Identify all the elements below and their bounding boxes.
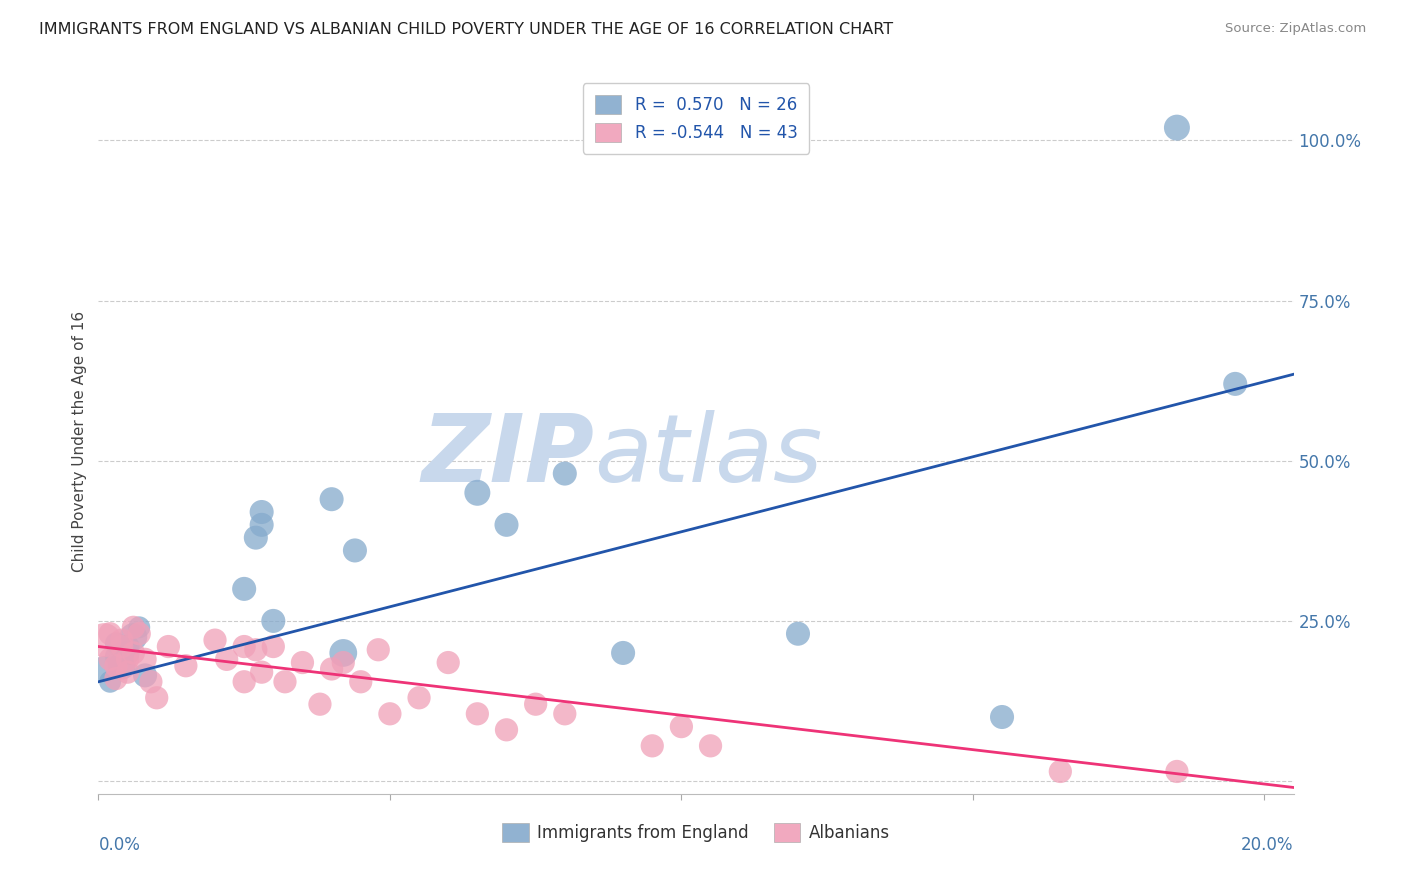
- Point: [378, 706, 401, 721]
- Point: [321, 492, 343, 507]
- Point: [98, 626, 121, 640]
- Point: [250, 505, 273, 519]
- Point: [641, 739, 664, 753]
- Point: [174, 658, 197, 673]
- Point: [111, 640, 134, 654]
- Point: [145, 690, 167, 705]
- Text: atlas: atlas: [595, 410, 823, 501]
- Point: [157, 640, 180, 654]
- Point: [139, 674, 162, 689]
- Point: [134, 652, 156, 666]
- Point: [524, 697, 547, 711]
- Point: [122, 646, 145, 660]
- Point: [93, 633, 115, 648]
- Point: [111, 633, 134, 648]
- Point: [495, 723, 517, 737]
- Point: [309, 697, 332, 711]
- Point: [117, 640, 139, 654]
- Point: [332, 656, 354, 670]
- Point: [233, 640, 256, 654]
- Point: [122, 630, 145, 644]
- Text: 20.0%: 20.0%: [1241, 836, 1294, 855]
- Text: ZIP: ZIP: [422, 409, 595, 501]
- Point: [104, 649, 127, 664]
- Point: [367, 642, 389, 657]
- Point: [1225, 376, 1247, 391]
- Point: [104, 636, 127, 650]
- Point: [467, 706, 489, 721]
- Point: [104, 672, 127, 686]
- Point: [245, 642, 267, 657]
- Point: [98, 652, 121, 666]
- Point: [350, 674, 373, 689]
- Point: [128, 626, 150, 640]
- Point: [991, 710, 1014, 724]
- Point: [245, 531, 267, 545]
- Point: [104, 658, 127, 673]
- Point: [117, 652, 139, 666]
- Point: [437, 656, 460, 670]
- Point: [612, 646, 634, 660]
- Point: [122, 620, 145, 634]
- Text: IMMIGRANTS FROM ENGLAND VS ALBANIAN CHILD POVERTY UNDER THE AGE OF 16 CORRELATIO: IMMIGRANTS FROM ENGLAND VS ALBANIAN CHIL…: [39, 22, 893, 37]
- Text: Source: ZipAtlas.com: Source: ZipAtlas.com: [1226, 22, 1367, 36]
- Point: [233, 582, 256, 596]
- Point: [1166, 120, 1188, 135]
- Point: [467, 485, 489, 500]
- Point: [111, 658, 134, 673]
- Point: [134, 668, 156, 682]
- Point: [332, 646, 354, 660]
- Point: [262, 614, 284, 628]
- Text: 0.0%: 0.0%: [98, 836, 141, 855]
- Point: [291, 656, 314, 670]
- Point: [321, 662, 343, 676]
- Point: [117, 665, 139, 680]
- Point: [787, 626, 810, 640]
- Point: [117, 646, 139, 660]
- Point: [128, 620, 150, 634]
- Point: [215, 652, 238, 666]
- Point: [554, 706, 576, 721]
- Point: [554, 467, 576, 481]
- Point: [699, 739, 721, 753]
- Point: [262, 640, 284, 654]
- Point: [495, 517, 517, 532]
- Point: [98, 674, 121, 689]
- Point: [250, 665, 273, 680]
- Point: [1166, 764, 1188, 779]
- Legend: Immigrants from England, Albanians: Immigrants from England, Albanians: [495, 816, 897, 849]
- Point: [671, 720, 693, 734]
- Point: [343, 543, 366, 558]
- Point: [233, 674, 256, 689]
- Point: [274, 674, 297, 689]
- Point: [204, 633, 226, 648]
- Point: [250, 517, 273, 532]
- Y-axis label: Child Poverty Under the Age of 16: Child Poverty Under the Age of 16: [72, 311, 87, 572]
- Point: [408, 690, 430, 705]
- Point: [1049, 764, 1071, 779]
- Point: [93, 662, 115, 676]
